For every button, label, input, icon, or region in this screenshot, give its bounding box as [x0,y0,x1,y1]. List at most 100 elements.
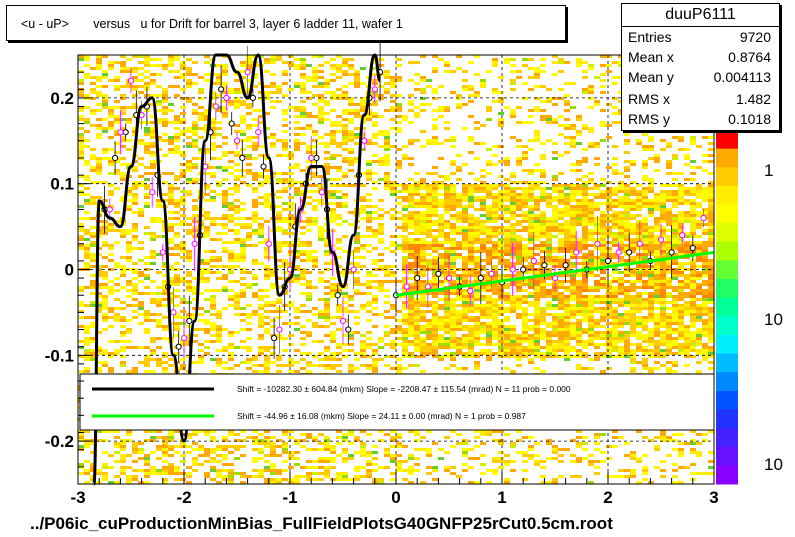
heatmap-cell [510,250,516,253]
heatmap-cell [246,232,252,235]
heatmap-cell [198,358,204,361]
heatmap-cell [540,118,546,121]
heatmap-cell [468,331,474,334]
heatmap-cell [312,103,318,106]
heatmap-cell [330,364,336,367]
heatmap-cell [270,304,276,307]
heatmap-cell [282,460,288,463]
heatmap-cell [420,310,426,313]
heatmap-cell [420,448,426,451]
heatmap-cell [108,193,114,196]
heatmap-cell [558,208,564,211]
heatmap-cell [324,262,330,265]
heatmap-cell [456,67,462,70]
heatmap-cell [192,292,198,295]
heatmap-cell [432,343,438,346]
heatmap-cell [492,199,498,202]
heatmap-cell [222,106,228,109]
heatmap-cell [330,277,336,280]
heatmap-cell [300,244,306,247]
heatmap-cell [102,73,108,76]
heatmap-cell [444,211,450,214]
heatmap-cell [270,445,276,448]
heatmap-cell [210,370,216,373]
heatmap-cell [174,469,180,472]
heatmap-cell [90,352,96,355]
heatmap-cell [354,358,360,361]
heatmap-cell [300,61,306,64]
heatmap-cell [330,133,336,136]
heatmap-cell [114,172,120,175]
heatmap-cell [336,223,342,226]
heatmap-cell [342,58,348,61]
heatmap-cell [384,157,390,160]
heatmap-cell [546,262,552,265]
heatmap-cell [168,430,174,433]
heatmap-cell [354,478,360,481]
heatmap-cell [216,454,222,457]
heatmap-cell [120,112,126,115]
heatmap-cell [114,283,120,286]
heatmap-cell [402,352,408,355]
heatmap-cell [528,76,534,79]
heatmap-cell [528,295,534,298]
heatmap-cell [342,130,348,133]
heatmap-cell [216,361,222,364]
heatmap-cell [210,358,216,361]
heatmap-cell [330,73,336,76]
heatmap-cell [366,214,372,217]
heatmap-cell [450,232,456,235]
heatmap-cell [84,58,90,61]
heatmap-cell [432,295,438,298]
heatmap-cell [120,307,126,310]
heatmap-cell [432,229,438,232]
heatmap-cell [186,82,192,85]
heatmap-cell [192,181,198,184]
heatmap-cell [468,61,474,64]
heatmap-cell [258,184,264,187]
heatmap-cell [132,478,138,481]
heatmap-cell [444,469,450,472]
heatmap-cell [216,337,222,340]
heatmap-cell [396,184,402,187]
heatmap-cell [210,325,216,328]
heatmap-cell [156,448,162,451]
heatmap-cell [384,247,390,250]
heatmap-cell [348,169,354,172]
heatmap-cell [120,439,126,442]
heatmap-cell [174,478,180,481]
heatmap-cell [306,190,312,193]
heatmap-cell [198,88,204,91]
heatmap-cell [324,469,330,472]
heatmap-cell [96,163,102,166]
heatmap-cell [156,364,162,367]
heatmap-cell [210,97,216,100]
heatmap-cell [534,289,540,292]
heatmap-cell [138,304,144,307]
heatmap-cell [318,442,324,445]
heatmap-cell [378,208,384,211]
heatmap-cell [330,208,336,211]
heatmap-cell [150,313,156,316]
heatmap-cell [558,88,564,91]
heatmap-cell [168,187,174,190]
heatmap-cell [324,310,330,313]
heatmap-cell [528,181,534,184]
heatmap-cell [360,334,366,337]
heatmap-cell [444,241,450,244]
heatmap-cell [540,334,546,337]
heatmap-cell [288,361,294,364]
heatmap-cell [294,121,300,124]
heatmap-cell [552,298,558,301]
heatmap-cell [300,184,306,187]
heatmap-cell [120,325,126,328]
heatmap-cell [480,430,486,433]
heatmap-cell [492,343,498,346]
heatmap-cell [396,211,402,214]
heatmap-cell [234,298,240,301]
heatmap-cell [156,286,162,289]
heatmap-cell [456,211,462,214]
heatmap-cell [126,247,132,250]
heatmap-cell [360,106,366,109]
heatmap-cell [240,121,246,124]
